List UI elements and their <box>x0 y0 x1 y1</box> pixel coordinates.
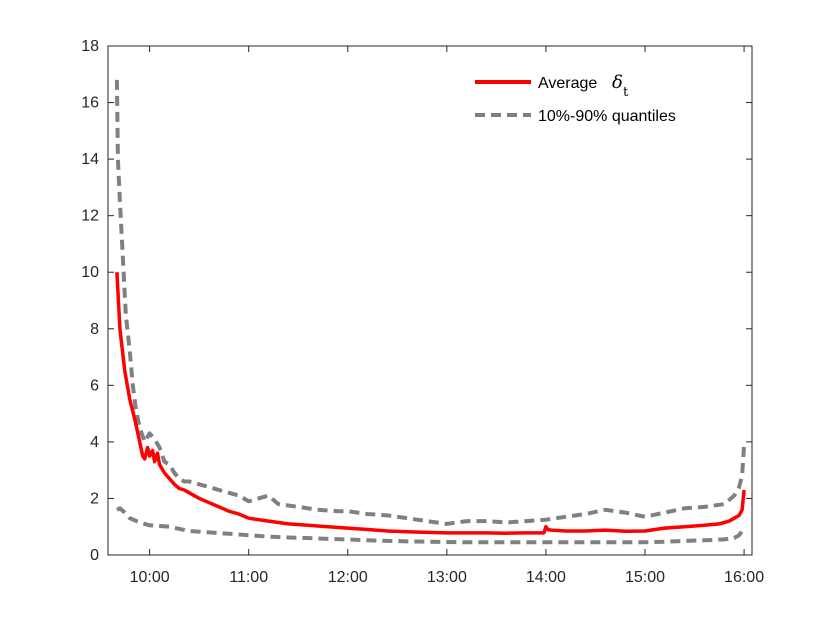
y-tick-label: 14 <box>81 151 99 168</box>
legend-quantile-label: 10%-90% quantiles <box>538 108 676 125</box>
plot-area <box>108 46 752 555</box>
y-tick-label: 6 <box>90 377 99 394</box>
ticks-layer: 0 2 4 6 8 10 12 14 16 18 10:00 11:00 12:00 13:00 14:00… <box>81 38 764 586</box>
axes-layer <box>107 45 753 556</box>
y-tick-label: 8 <box>90 321 99 338</box>
x-tick-label: 15:00 <box>625 569 665 586</box>
x-tick-label: 13:00 <box>427 569 467 586</box>
y-tick-label: 10 <box>81 264 99 281</box>
series-line-q90 <box>114 79 747 526</box>
y-tick-label: 0 <box>90 547 99 564</box>
x-tick-label: 16:00 <box>724 569 764 586</box>
legend-delta-symbol: δ <box>612 72 623 93</box>
legend: Average δ t 10%-90% quantiles <box>475 72 676 125</box>
series-layer <box>114 79 747 545</box>
y-tick-label: 4 <box>90 434 99 451</box>
legend-average-label: Average <box>538 75 597 92</box>
axes-box <box>107 45 753 556</box>
x-tick-label: 12:00 <box>328 569 368 586</box>
y-tick-label: 18 <box>81 38 99 55</box>
series-line-average <box>115 272 746 535</box>
y-tick-label: 12 <box>81 208 99 225</box>
x-tick-label: 10:00 <box>130 569 170 586</box>
series-line-q10 <box>116 506 746 545</box>
x-tick-label: 14:00 <box>526 569 566 586</box>
legend-delta-subscript: t <box>623 85 629 100</box>
y-tick-label: 16 <box>81 95 99 112</box>
x-tick-label: 11:00 <box>229 569 268 586</box>
y-tick-label: 2 <box>90 490 99 507</box>
